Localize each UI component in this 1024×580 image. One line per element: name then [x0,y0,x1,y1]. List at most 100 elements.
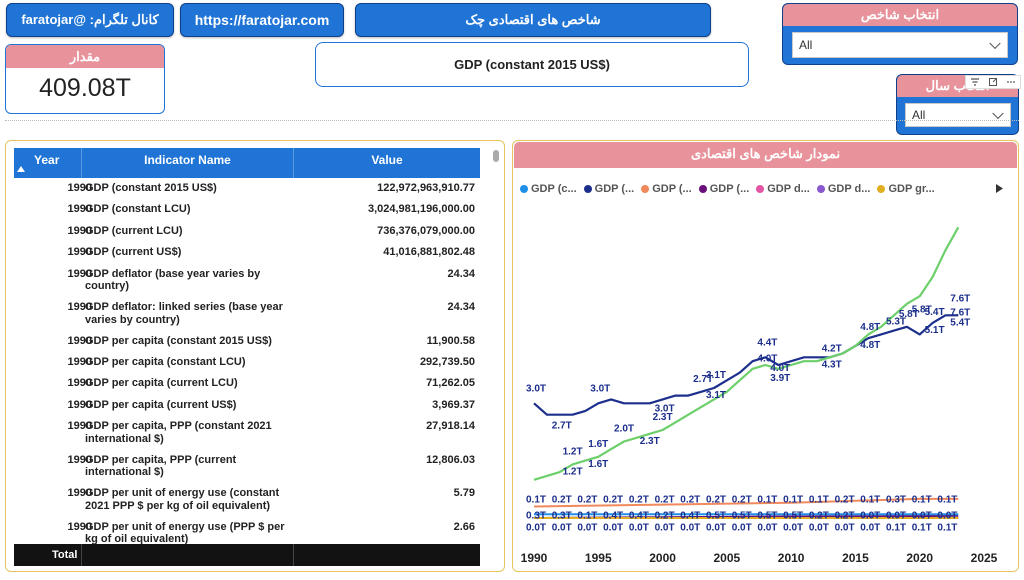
data-label: 0.3T [526,510,546,521]
data-label: 0.0T [757,522,777,533]
cell-value: 3,969.37 [432,398,475,411]
table-row[interactable]: 1990 GDP per capita, PPP (current interna… [14,450,480,484]
table-row[interactable]: 1990 GDP (current US$) 41,016,881,802.48 [14,242,480,263]
table-row[interactable]: 1990 GDP (constant 2015 US$) 122,972,963,9… [14,178,480,199]
data-label: 0.5T [783,510,803,521]
data-label: 0.0T [886,510,906,521]
cell-indicator-name: GDP (constant 2015 US$) [85,182,217,194]
table-row[interactable]: 1990 GDP per capita (current US$) 3,969.37 [14,395,480,416]
legend-item[interactable]: GDP d... [756,181,810,197]
table-row[interactable]: 1990 GDP per capita (current LCU) 71,262.0… [14,373,480,394]
website-button[interactable]: https://faratojar.com [180,3,344,37]
table-body: 1990 GDP (constant 2015 US$) 122,972,963,9… [14,178,480,550]
table-row[interactable]: 1990 GDP per capita (constant LCU) 292,739… [14,352,480,373]
x-tick-label: 2010 [778,551,805,565]
table-row[interactable]: 1990 GDP (current LCU) 736,376,079,000.00 [14,221,480,242]
cell-indicator-name: GDP (current US$) [85,246,182,259]
table-row[interactable]: 1990 GDP deflator (base year varies by co… [14,264,480,298]
year-dropdown-value: All [912,108,926,122]
table-panel [5,140,505,572]
table-row[interactable]: 1990 GDP deflator: linked series (base ye… [14,297,480,331]
data-label: 5.4T [925,307,945,318]
data-label: 2.3T [653,412,673,423]
cell-value: 292,739.50 [419,355,475,368]
dashboard-title-button[interactable]: شاخص های اقتصادی چک [355,3,711,37]
kpi-card: مقدار 409.08T [5,44,165,114]
data-label: 1.6T [588,459,608,470]
cell-indicator-name: GDP per capita (constant LCU) [85,355,246,368]
data-label: 0.0T [526,522,546,533]
data-label: 4.8T [860,340,880,351]
data-label: 0.2T [603,494,623,505]
data-label: 0.0T [860,522,880,533]
data-label: 0.1T [526,494,546,505]
data-label: 3.9T [770,373,790,384]
legend-next-icon[interactable] [996,184,1003,193]
visual-header-toolbar [965,75,1021,89]
more-options-icon[interactable] [1006,77,1016,87]
data-label: 0.1T [577,510,597,521]
cell-indicator-name: GDP (constant LCU) [85,203,191,216]
separator [5,120,1019,121]
chart-panel-title: نمودار شاخص های اقتصادی [514,142,1017,168]
table-header: Year Indicator Name Value [14,148,480,178]
data-label: 3.1T [706,370,726,381]
filter-icon[interactable] [970,77,980,87]
cell-year: 1990 [67,355,92,368]
indicator-dropdown[interactable]: All [792,32,1008,58]
table-row[interactable]: 1990 GDP per capita (constant 2015 US$) 11… [14,331,480,352]
telegram-channel-label: کانال تلگرام: @faratojar [21,12,159,27]
table-row[interactable]: 1990 GDP (constant LCU) 3,024,981,196,000.… [14,199,480,220]
legend-item[interactable]: GDP (... [698,181,750,197]
data-label: 0.2T [577,494,597,505]
chart-panel [512,140,1019,572]
legend-item[interactable]: GDP (c... [520,181,577,197]
column-header-year[interactable]: Year [34,153,60,167]
data-label: 4.0T [770,363,790,374]
data-label: 0.3T [552,510,572,521]
table-row[interactable]: 1990 GDP per unit of energy use (constant… [14,483,480,517]
data-label: 5.8T [899,309,919,320]
data-label: 2.3T [640,436,660,447]
cell-year: 1990 [67,182,92,194]
legend-label: GDP (... [652,183,692,195]
data-label: 0.2T [680,494,700,505]
table-row[interactable]: 1990 GDP per capita, PPP (constant 2021 i… [14,416,480,450]
legend-label: GDP (... [709,183,750,195]
cell-year: 1990 [67,267,92,280]
telegram-channel-button[interactable]: کانال تلگرام: @faratojar [6,3,174,37]
legend-marker [698,185,707,193]
data-label: 4.8T [860,322,880,333]
indicator-slicer-title: انتخاب شاخص [783,4,1017,26]
year-dropdown[interactable]: All [905,103,1011,127]
cell-year: 1990 [67,224,92,237]
focus-mode-icon[interactable] [988,77,998,87]
table-row[interactable]: 1990 GDP per unit of energy use (PPP $ pe… [14,517,480,551]
cell-value: 5.79 [453,487,475,500]
cell-indicator-name: GDP per unit of energy use (constant 202… [85,487,280,512]
data-label: 7.6T [950,293,970,304]
data-label: 0.2T [706,494,726,505]
legend-item[interactable]: GDP d... [816,181,870,197]
legend-label: GDP gr... [888,183,935,195]
x-tick-label: 2025 [971,551,998,565]
data-label: 5.3T [886,317,906,328]
cell-indicator-name: GDP per capita (current US$) [85,398,237,411]
data-label: 0.5T [732,510,752,521]
cell-year: 1990 [67,246,92,259]
column-header-indicator[interactable]: Indicator Name [81,148,293,178]
column-header-value[interactable]: Value [293,148,480,178]
legend-item[interactable]: GDP (... [641,181,692,197]
cell-value: 2.66 [453,520,475,533]
legend-marker [583,185,592,193]
legend-item[interactable]: GDP gr... [877,181,935,197]
data-label: 1.2T [563,466,583,477]
data-label: 2.0T [614,424,634,435]
sort-asc-icon[interactable] [17,166,25,172]
cell-value: 122,972,963,910.77 [377,182,475,194]
table-scrollbar[interactable] [493,150,499,162]
legend-label: GDP d... [767,183,810,195]
data-label: 0.2T [809,510,829,521]
legend-item[interactable]: GDP (... [583,181,634,197]
data-label: 0.4T [603,510,623,521]
